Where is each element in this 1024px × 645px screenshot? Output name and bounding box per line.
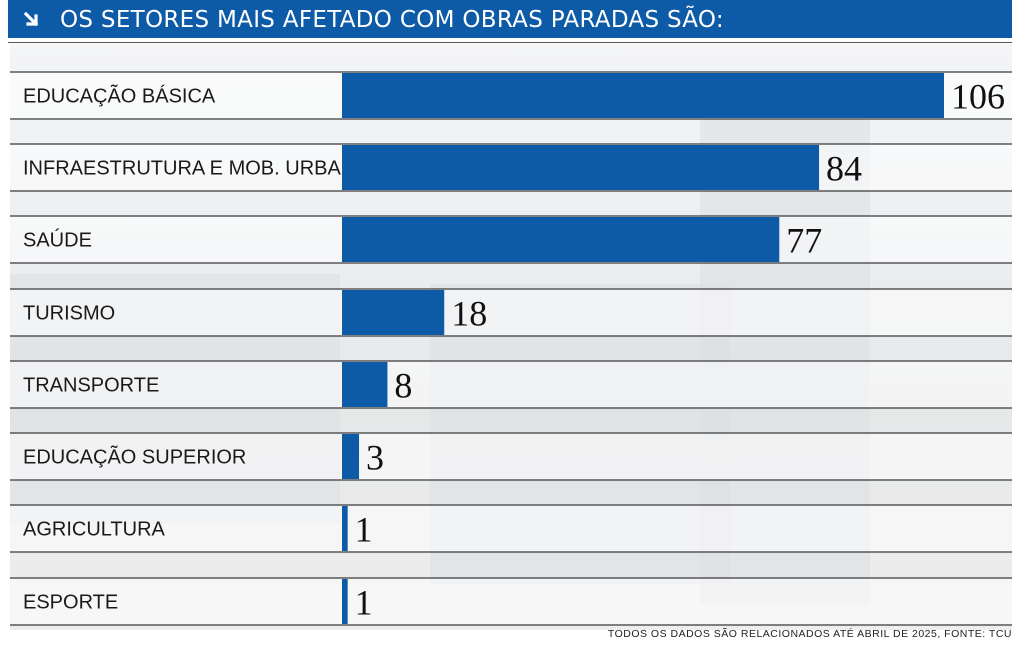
row-band <box>10 289 1012 336</box>
chart-title: OS SETORES MAIS AFETADO COM OBRAS PARADA… <box>60 7 724 33</box>
value-label: 84 <box>826 149 862 189</box>
bar-row: ESPORTE 1 <box>10 577 1012 626</box>
category-label: EDUCAÇÃO SUPERIOR <box>23 445 246 469</box>
bar <box>342 217 780 262</box>
bar-row: SAÚDE 77 <box>10 215 1012 264</box>
bar-chart: EDUCAÇÃO BÁSICA 106 INFRAESTRUTURA E MOB. … <box>10 71 1012 626</box>
value-label: 77 <box>786 221 822 261</box>
chart-area: EDUCAÇÃO BÁSICA 106 INFRAESTRUTURA E MOB. … <box>10 44 1012 630</box>
category-label: ESPORTE <box>23 592 118 614</box>
bar <box>342 290 445 335</box>
category-label: INFRAESTRUTURA E MOB. URBANA <box>23 158 369 180</box>
value-label: 1 <box>355 510 373 550</box>
category-label: EDUCAÇÃO BÁSICA <box>23 84 216 108</box>
category-label: TRANSPORTE <box>23 375 159 397</box>
bar <box>342 362 388 407</box>
source-footnote: TODOS OS DADOS SÃO RELACIONADOS ATÉ ABRI… <box>607 628 1012 640</box>
value-label: 1 <box>355 583 373 623</box>
row-band <box>10 578 1012 625</box>
bar-row: TRANSPORTE 8 <box>10 360 1012 409</box>
bar-row: EDUCAÇÃO BÁSICA 106 <box>10 71 1012 120</box>
bar <box>342 73 944 118</box>
category-label: AGRICULTURA <box>23 519 166 541</box>
row-band <box>10 361 1012 408</box>
arrow-down-right-icon <box>23 11 39 27</box>
value-label: 8 <box>394 366 412 406</box>
row-band <box>10 505 1012 552</box>
bar-row: AGRICULTURA 1 <box>10 504 1012 553</box>
category-label: SAÚDE <box>23 229 92 252</box>
bar <box>342 579 348 624</box>
bar-row: EDUCAÇÃO SUPERIOR 3 <box>10 432 1012 481</box>
bar <box>342 434 360 479</box>
value-label: 3 <box>366 438 384 478</box>
bar <box>342 145 820 190</box>
category-label: TURISMO <box>23 303 115 325</box>
bar-row: INFRAESTRUTURA E MOB. URBANA 84 <box>10 143 1012 192</box>
bar <box>342 506 348 551</box>
value-label: 18 <box>451 294 487 334</box>
header-divider <box>8 42 1012 43</box>
row-band <box>10 433 1012 480</box>
chart-header: OS SETORES MAIS AFETADO COM OBRAS PARADA… <box>8 0 1012 38</box>
value-label: 106 <box>951 77 1005 117</box>
bar-row: TURISMO 18 <box>10 288 1012 337</box>
